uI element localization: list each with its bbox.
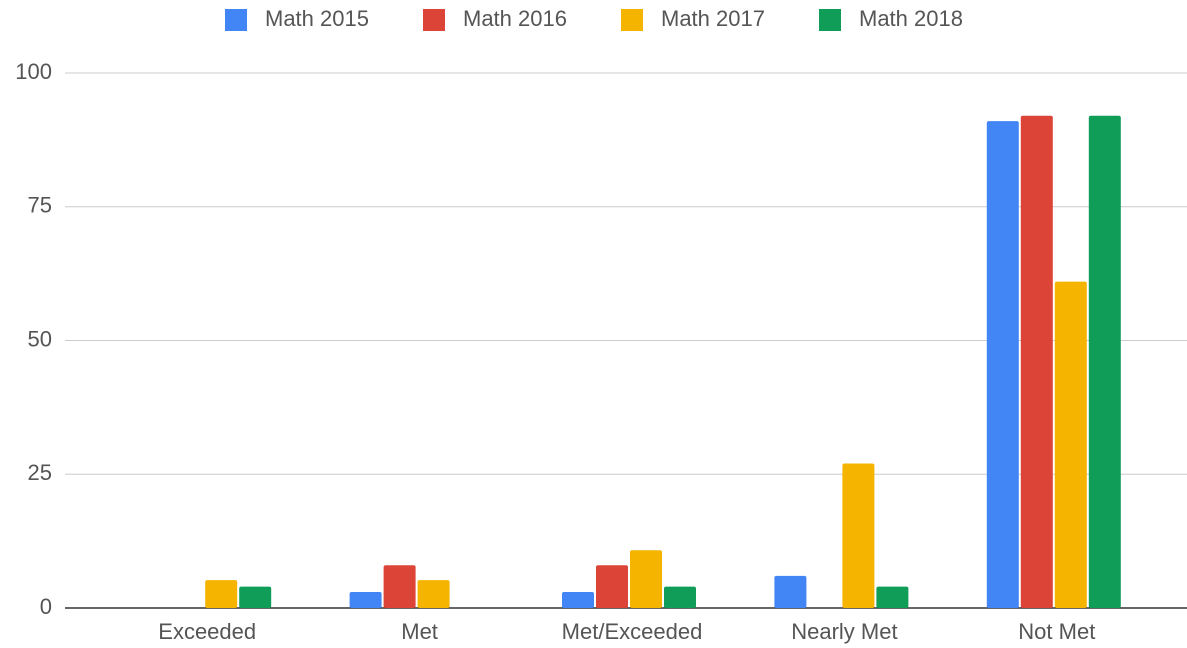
y-tick-label: 25: [28, 460, 52, 485]
legend-label: Math 2018: [859, 6, 963, 31]
bar: [417, 580, 450, 608]
legend-label: Math 2016: [463, 6, 567, 31]
bar: [876, 586, 909, 608]
bar: [664, 586, 696, 608]
bar: [1020, 115, 1053, 609]
legend-swatch: [225, 9, 247, 31]
legend-swatch: [621, 9, 643, 31]
bar: [239, 586, 272, 608]
y-tick-label: 50: [28, 326, 52, 351]
bar: [383, 565, 416, 608]
bar: [986, 121, 1019, 609]
y-tick-label: 0: [40, 594, 52, 619]
y-tick-label: 100: [15, 59, 52, 84]
x-tick-label: Met: [401, 619, 438, 644]
y-tick-label: 75: [28, 193, 52, 218]
x-tick-label: Met/Exceeded: [562, 619, 703, 644]
bar: [1054, 281, 1087, 608]
bar: [596, 565, 628, 608]
bar: [774, 575, 807, 608]
bar: [205, 580, 238, 608]
legend-label: Math 2017: [661, 6, 765, 31]
bar: [842, 463, 875, 608]
bar: [1088, 115, 1121, 609]
legend-swatch: [819, 9, 841, 31]
x-tick-label: Exceeded: [158, 619, 256, 644]
bar: [349, 591, 382, 608]
legend-label: Math 2015: [265, 6, 369, 31]
x-tick-label: Nearly Met: [791, 619, 897, 644]
x-tick-label: Not Met: [1018, 619, 1095, 644]
bar: [630, 550, 662, 608]
legend-swatch: [423, 9, 445, 31]
bar: [562, 591, 594, 608]
